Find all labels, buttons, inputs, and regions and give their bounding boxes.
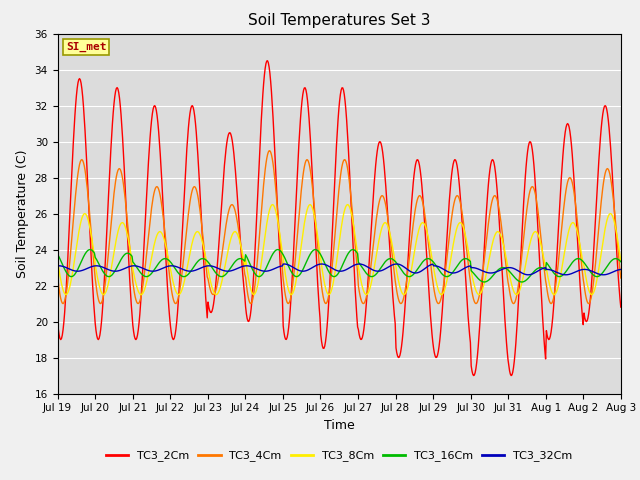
Title: Soil Temperatures Set 3: Soil Temperatures Set 3 (248, 13, 431, 28)
Legend: TC3_2Cm, TC3_4Cm, TC3_8Cm, TC3_16Cm, TC3_32Cm: TC3_2Cm, TC3_4Cm, TC3_8Cm, TC3_16Cm, TC3… (102, 446, 577, 466)
X-axis label: Time: Time (324, 419, 355, 432)
Text: SI_met: SI_met (66, 42, 106, 52)
Y-axis label: Soil Temperature (C): Soil Temperature (C) (16, 149, 29, 278)
